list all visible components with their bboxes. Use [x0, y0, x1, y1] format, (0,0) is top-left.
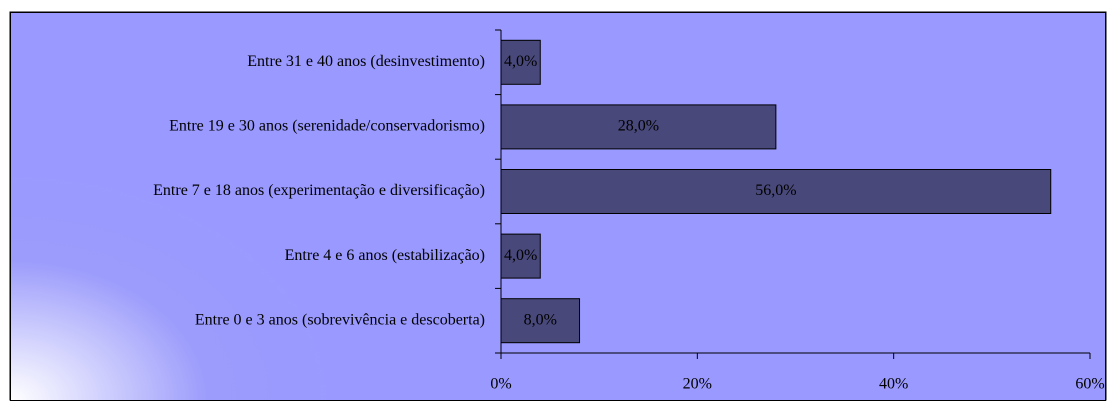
data-label: 4,0% — [504, 247, 537, 264]
x-tick-label: 0% — [490, 376, 511, 393]
y-tick-label: Entre 19 e 30 anos (serenidade/conservad… — [169, 118, 485, 135]
x-tick-label: 60% — [1075, 376, 1104, 393]
x-tick-label: 20% — [683, 376, 712, 393]
data-label: 4,0% — [504, 53, 537, 70]
data-label: 56,0% — [755, 182, 796, 199]
x-tick-label: 40% — [879, 376, 908, 393]
y-tick-label: Entre 0 e 3 anos (sobrevivência e descob… — [195, 311, 485, 328]
y-tick-label: Entre 7 e 18 anos (experimentação e dive… — [153, 182, 485, 199]
bar — [500, 104, 777, 150]
bar — [500, 298, 581, 344]
data-label: 8,0% — [524, 311, 557, 328]
bar — [500, 233, 541, 279]
y-tick-label: Entre 4 e 6 anos (estabilização) — [285, 247, 485, 264]
y-tick-label: Entre 31 e 40 anos (desinvestimento) — [247, 53, 485, 70]
data-label: 28,0% — [618, 118, 659, 135]
bar — [500, 39, 541, 85]
bar — [500, 169, 1052, 214]
